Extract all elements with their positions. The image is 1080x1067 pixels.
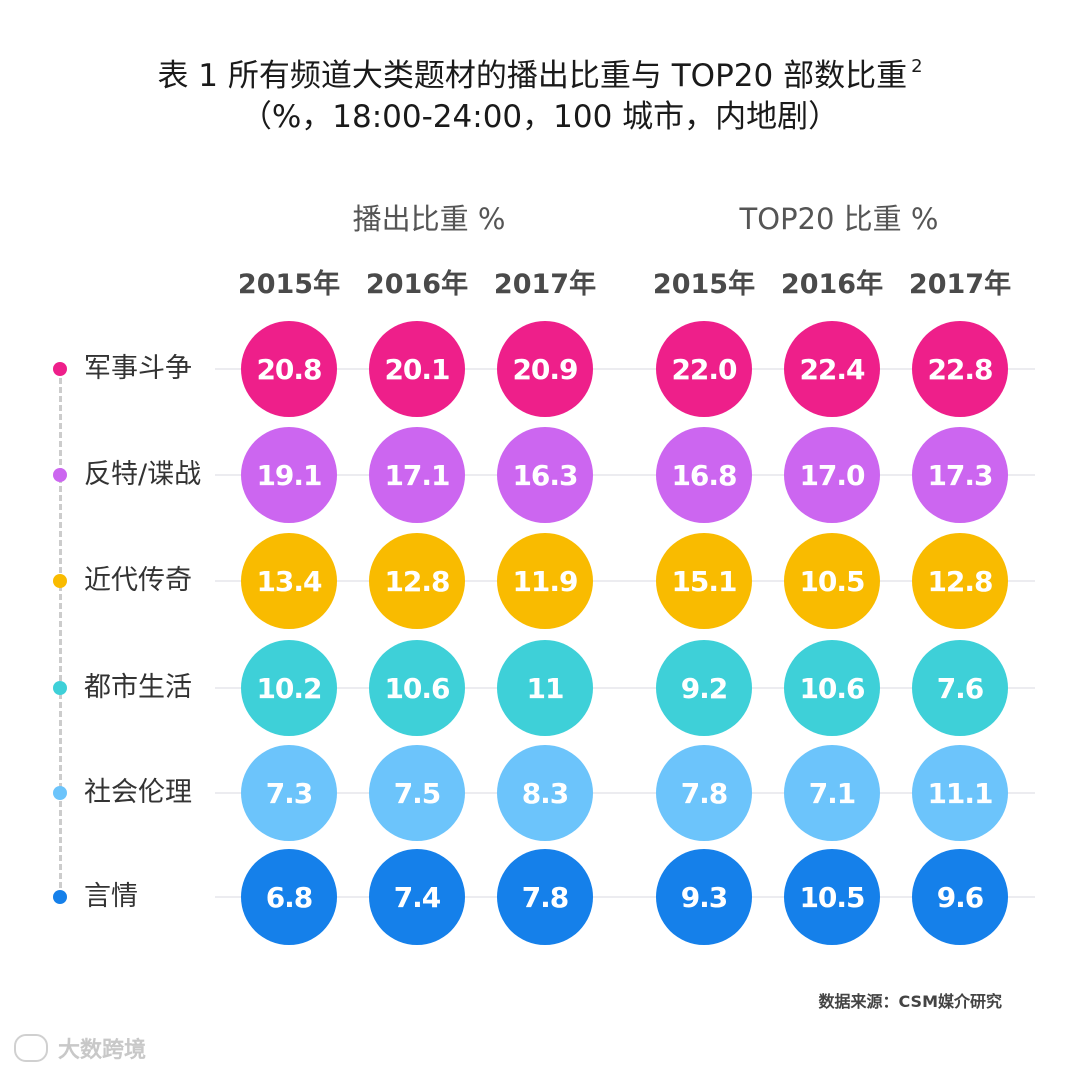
value-bubble: 10.2 (241, 640, 337, 736)
value-bubble: 10.6 (784, 640, 880, 736)
value-bubble: 20.9 (497, 321, 593, 417)
data-source: 数据来源：CSM媒介研究 (818, 992, 1003, 1011)
value-bubble: 7.5 (369, 745, 465, 841)
category-label: 反特/谍战 (84, 459, 202, 490)
year-header-3: 2015年 (652, 269, 756, 300)
value-bubble: 7.3 (241, 745, 337, 841)
row-guide-line (215, 792, 1035, 794)
value-bubble: 19.1 (241, 427, 337, 523)
value-bubble: 9.2 (656, 640, 752, 736)
value-bubble: 16.3 (497, 427, 593, 523)
year-header-0: 2015年 (237, 269, 341, 300)
value-bubble: 20.1 (369, 321, 465, 417)
legend-connector-line (59, 369, 62, 897)
value-bubble: 9.6 (912, 849, 1008, 945)
row-guide-line (215, 580, 1035, 582)
value-bubble: 17.0 (784, 427, 880, 523)
value-bubble: 17.3 (912, 427, 1008, 523)
value-bubble: 17.1 (369, 427, 465, 523)
value-bubble: 6.8 (241, 849, 337, 945)
category-dot (53, 786, 67, 800)
watermark-text: 大数跨境 (58, 1038, 147, 1063)
category-label: 言情 (84, 881, 138, 912)
value-bubble: 10.6 (369, 640, 465, 736)
row-guide-line (215, 896, 1035, 898)
value-bubble: 20.8 (241, 321, 337, 417)
value-bubble: 15.1 (656, 533, 752, 629)
category-dot (53, 681, 67, 695)
value-bubble: 9.3 (656, 849, 752, 945)
value-bubble: 10.5 (784, 533, 880, 629)
chart-title: 表 1 所有频道大类题材的播出比重与 TOP20 部数比重 2 (0, 58, 1080, 92)
value-bubble: 12.8 (912, 533, 1008, 629)
value-bubble: 12.8 (369, 533, 465, 629)
category-label: 都市生活 (84, 672, 192, 703)
row-guide-line (215, 368, 1035, 370)
value-bubble: 11.1 (912, 745, 1008, 841)
year-header-4: 2016年 (780, 269, 884, 300)
chart-subtitle: （%，18:00-24:00，100 城市，内地剧） (240, 99, 840, 135)
group-header-top20: TOP20 比重 % (739, 202, 939, 236)
category-dot (53, 468, 67, 482)
value-bubble: 13.4 (241, 533, 337, 629)
category-label: 社会伦理 (84, 777, 192, 808)
value-bubble: 7.6 (912, 640, 1008, 736)
value-bubble: 11.9 (497, 533, 593, 629)
category-dot (53, 574, 67, 588)
value-bubble: 7.8 (497, 849, 593, 945)
value-bubble: 22.4 (784, 321, 880, 417)
value-bubble: 22.8 (912, 321, 1008, 417)
year-header-2: 2017年 (493, 269, 597, 300)
value-bubble: 11 (497, 640, 593, 736)
category-dot (53, 362, 67, 376)
watermark: 大数跨境 (14, 1032, 146, 1064)
category-label: 军事斗争 (84, 353, 192, 384)
value-bubble: 10.5 (784, 849, 880, 945)
watermark-logo-icon (14, 1034, 48, 1062)
row-guide-line (215, 474, 1035, 476)
row-guide-line (215, 687, 1035, 689)
value-bubble: 7.4 (369, 849, 465, 945)
group-header-broadcast: 播出比重 % (352, 202, 506, 236)
category-label: 近代传奇 (84, 565, 192, 596)
value-bubble: 7.1 (784, 745, 880, 841)
year-header-1: 2016年 (365, 269, 469, 300)
category-dot (53, 890, 67, 904)
value-bubble: 7.8 (656, 745, 752, 841)
value-bubble: 22.0 (656, 321, 752, 417)
value-bubble: 8.3 (497, 745, 593, 841)
chart-title-text: 表 1 所有频道大类题材的播出比重与 TOP20 部数比重 (157, 58, 908, 94)
year-header-5: 2017年 (908, 269, 1012, 300)
value-bubble: 16.8 (656, 427, 752, 523)
footnote-marker: 2 (911, 56, 923, 77)
